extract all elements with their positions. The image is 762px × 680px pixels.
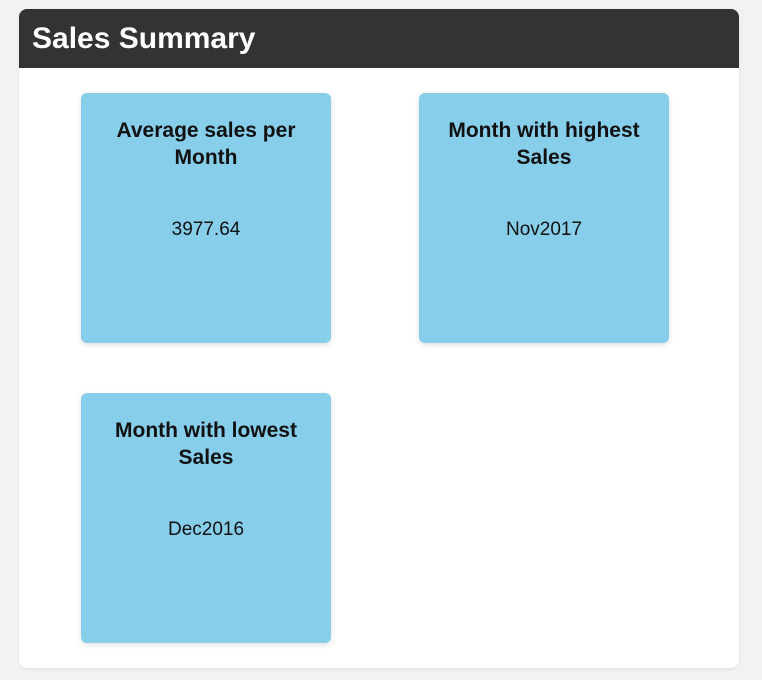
card-value: Nov2017 xyxy=(505,219,583,240)
sales-summary-panel: Sales Summary Average sales per Month 39… xyxy=(19,9,739,668)
lowest-sales-month-card: Month with lowest Sales Dec2016 xyxy=(81,393,331,643)
card-title: Month with lowest Sales xyxy=(115,419,297,469)
average-sales-card: Average sales per Month 3977.64 xyxy=(81,93,331,343)
card-value: Dec2016 xyxy=(167,519,245,540)
highest-sales-month-card: Month with highest Sales Nov2017 xyxy=(419,93,669,343)
card-value: 3977.64 xyxy=(171,219,241,240)
card-title: Month with highest Sales xyxy=(448,119,640,169)
panel-header: Sales Summary xyxy=(19,9,739,68)
panel-title: Sales Summary xyxy=(32,21,256,55)
card-title: Average sales per Month xyxy=(116,119,296,169)
